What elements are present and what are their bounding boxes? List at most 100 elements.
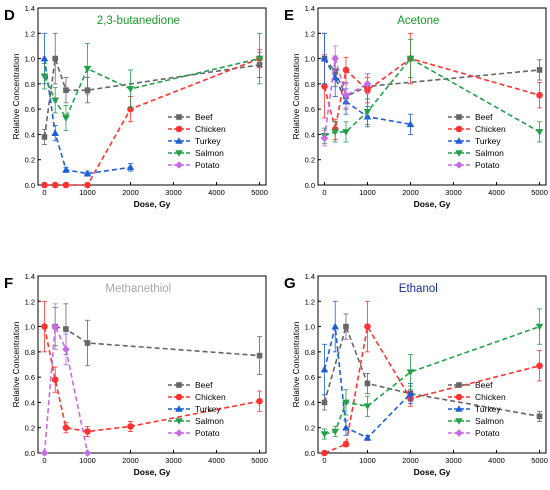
chart-title: Methanethiol xyxy=(105,283,171,295)
legend-marker xyxy=(175,161,183,169)
panel-d: D 0.0 0.2 0.4 0.6 0.8 1.0 1.2 1.4 0 1000 2000 3000 40… xyxy=(4,4,268,209)
legend-label: Chicken xyxy=(475,124,506,134)
plot-frame xyxy=(317,275,547,454)
x-tick-label: 1000 xyxy=(79,188,96,197)
data-point xyxy=(406,389,415,397)
data-point xyxy=(84,428,91,435)
series-line xyxy=(324,57,540,137)
data-point xyxy=(83,169,92,177)
y-axis-label: Relative Concentration xyxy=(291,321,301,407)
series-salmon xyxy=(40,32,264,132)
y-tick-label: 1.4 xyxy=(305,4,315,13)
data-point xyxy=(321,449,328,457)
y-tick-label: 0.2 xyxy=(305,424,315,433)
data-point xyxy=(331,73,340,81)
legend-marker xyxy=(175,150,183,157)
y-tick-label: 0.0 xyxy=(305,449,315,458)
legend-label: Turkey xyxy=(195,404,221,414)
plot-frame xyxy=(37,7,267,186)
series-line xyxy=(323,58,368,139)
data-point xyxy=(40,54,49,62)
y-axis-label: Relative Concentration xyxy=(291,53,301,139)
x-tick-label: 4000 xyxy=(488,188,505,197)
data-point xyxy=(255,55,264,63)
legend-label: Salmon xyxy=(195,416,224,426)
panel-letter: G xyxy=(284,275,296,292)
x-axis-label: Dose, Gy xyxy=(134,467,171,477)
y-tick-label: 1.2 xyxy=(25,297,35,306)
data-point xyxy=(342,423,350,431)
legend-marker xyxy=(455,429,463,437)
x-tick-label: 2000 xyxy=(402,456,419,465)
data-point xyxy=(40,449,49,457)
series-salmon xyxy=(320,39,544,144)
series-salmon xyxy=(320,308,544,440)
legend-marker xyxy=(455,137,463,144)
x-tick-label: 4000 xyxy=(488,456,505,465)
legend-label: Turkey xyxy=(475,404,501,414)
legend-label: Chicken xyxy=(195,124,226,134)
series-line xyxy=(324,325,540,435)
y-tick-label: 0.2 xyxy=(305,156,315,165)
y-tick-label: 0.6 xyxy=(25,373,35,382)
data-point xyxy=(342,440,350,448)
legend-label: Potato xyxy=(475,160,500,170)
data-point xyxy=(51,376,59,383)
data-point xyxy=(535,129,544,136)
legend-label: Beef xyxy=(195,112,213,122)
y-tick-label: 0.2 xyxy=(25,156,35,165)
data-point xyxy=(84,181,91,189)
y-tick-label: 0.6 xyxy=(25,105,35,114)
series-line xyxy=(55,325,260,357)
x-tick-label: 0 xyxy=(322,188,326,197)
series-chicken xyxy=(41,49,263,189)
legend-label: Potato xyxy=(195,428,220,438)
data-point xyxy=(51,129,60,136)
data-point xyxy=(406,369,415,376)
data-point xyxy=(51,181,59,189)
x-tick-label: 4000 xyxy=(208,456,225,465)
data-point xyxy=(364,380,371,387)
y-tick-label: 1.2 xyxy=(305,297,315,306)
legend-label: Salmon xyxy=(475,148,504,158)
x-tick-label: 5000 xyxy=(251,456,268,465)
y-tick-label: 1.2 xyxy=(25,29,35,38)
legend-marker xyxy=(456,114,462,120)
data-point xyxy=(363,434,372,441)
x-tick-label: 5000 xyxy=(531,456,548,465)
series-beef xyxy=(52,303,263,376)
data-point xyxy=(52,55,59,62)
x-tick-label: 3000 xyxy=(445,188,462,197)
series-line xyxy=(43,57,260,120)
legend-label: Beef xyxy=(195,380,213,390)
y-tick-label: 0.8 xyxy=(305,348,315,357)
legend-marker xyxy=(175,429,183,437)
y-tick-label: 1.4 xyxy=(25,4,35,13)
x-axis-label: Dose, Gy xyxy=(414,467,451,477)
y-tick-label: 0.6 xyxy=(305,105,315,114)
x-tick-label: 1000 xyxy=(359,188,376,197)
x-tick-label: 2000 xyxy=(122,188,139,197)
series-chicken xyxy=(41,300,263,437)
x-tick-label: 5000 xyxy=(251,188,268,197)
series-line xyxy=(43,326,260,433)
legend-marker xyxy=(456,382,462,388)
data-point xyxy=(62,345,70,354)
legend-label: Salmon xyxy=(195,148,224,158)
series-line xyxy=(323,57,540,130)
panel-letter: F xyxy=(4,275,13,292)
data-point xyxy=(126,163,135,171)
data-point xyxy=(363,403,372,411)
legend-marker xyxy=(176,382,182,388)
x-tick-label: 0 xyxy=(42,456,46,465)
data-point xyxy=(41,181,48,189)
series-turkey xyxy=(40,32,135,177)
data-point xyxy=(62,424,70,432)
data-point xyxy=(321,83,328,90)
y-tick-label: 0.4 xyxy=(305,398,315,407)
x-tick-label: 1000 xyxy=(79,456,96,465)
x-tick-label: 2000 xyxy=(122,456,139,465)
data-point xyxy=(331,54,340,63)
plot-frame xyxy=(317,7,547,186)
